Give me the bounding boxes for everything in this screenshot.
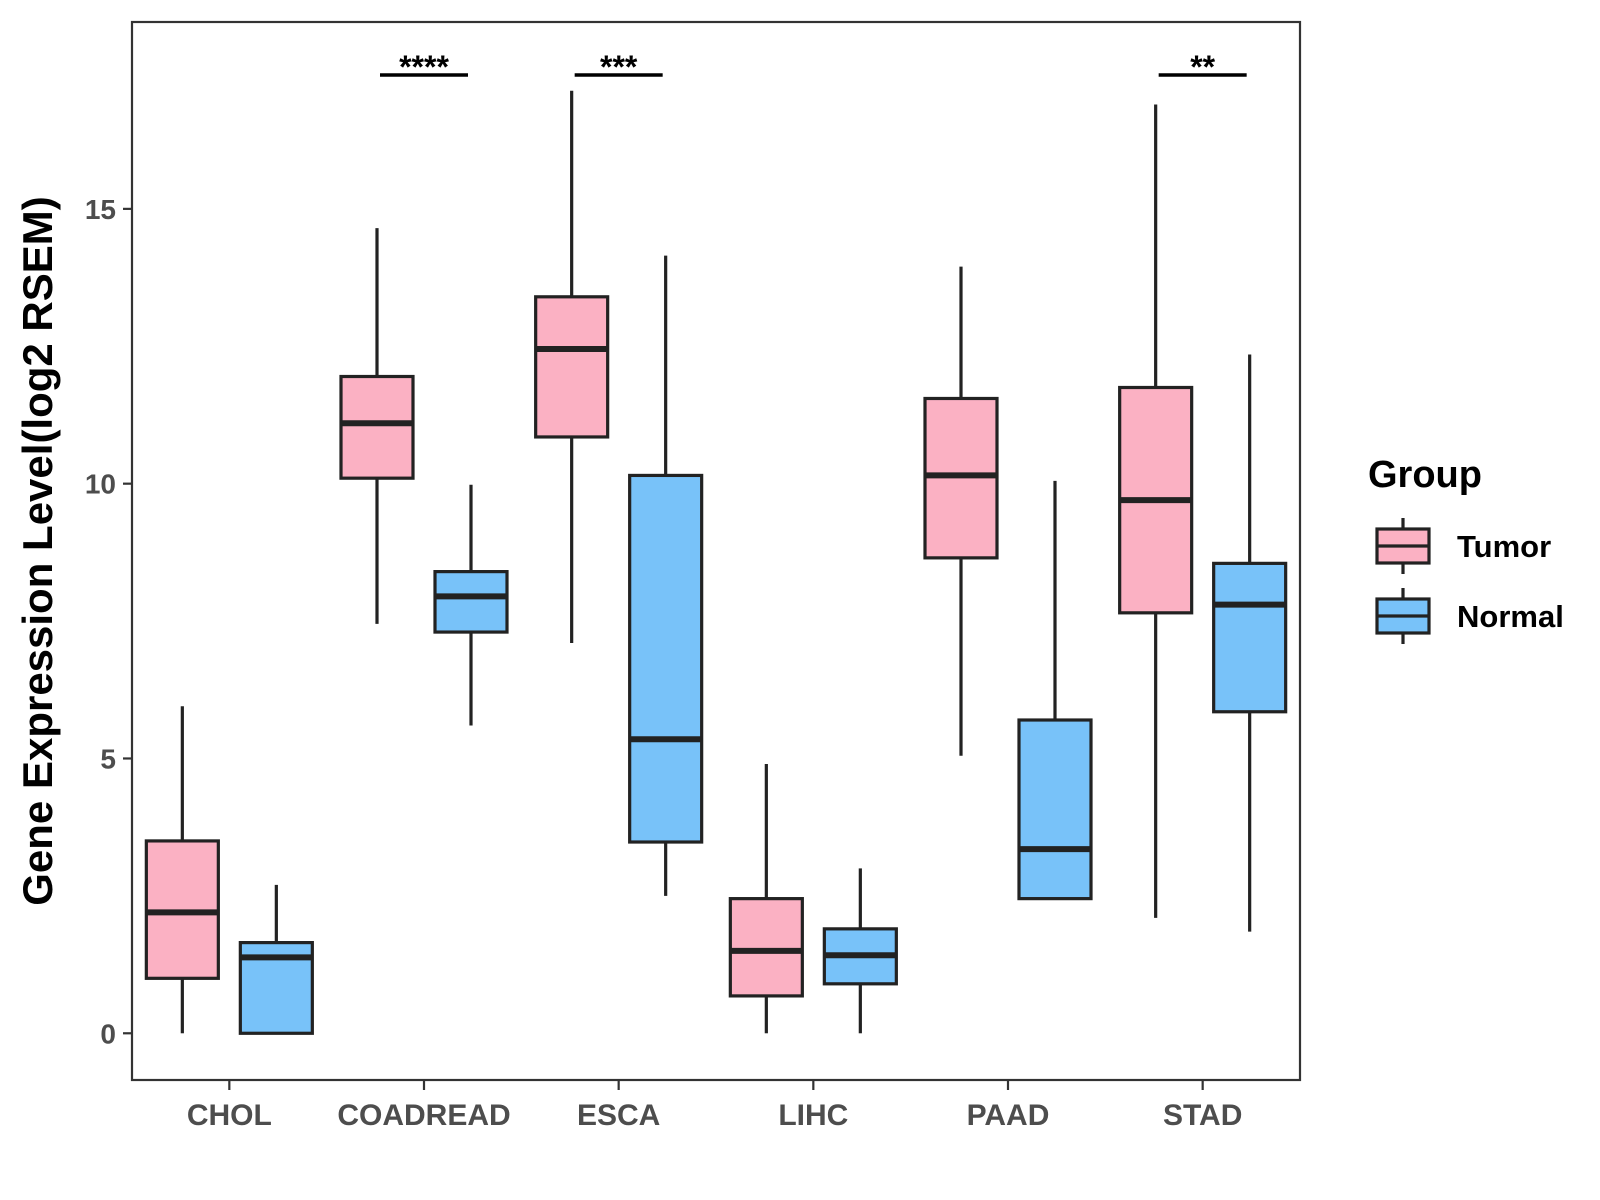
box-normal-stad — [1212, 354, 1288, 932]
x-tick-label: STAD — [1163, 1099, 1242, 1132]
box-tumor-paad — [923, 266, 999, 756]
legend-item-tumor: Tumor — [1375, 518, 1551, 574]
box-body — [628, 473, 704, 844]
box-series — [144, 90, 1288, 1035]
box-body — [728, 897, 804, 998]
significance-label: **** — [399, 49, 449, 85]
box-tumor-esca — [534, 90, 610, 644]
y-tick-label: 15 — [85, 194, 116, 225]
box-normal-paad — [1017, 480, 1093, 901]
x-tick-label: ESCA — [577, 1099, 660, 1132]
legend-label: Tumor — [1457, 529, 1551, 564]
x-tick-label: LIHC — [778, 1099, 848, 1132]
box-tumor-stad — [1118, 104, 1194, 918]
significance-annotations: **** *** ** — [380, 49, 1247, 85]
legend-label: Normal — [1457, 599, 1564, 634]
box-tumor-coadread — [339, 228, 415, 624]
x-tick-label: PAAD — [967, 1099, 1050, 1132]
plot-panel — [130, 20, 1302, 1082]
x-tick-label: CHOL — [187, 1099, 272, 1132]
box-body — [433, 570, 509, 634]
legend: Group Tumor Normal — [1368, 454, 1564, 644]
box-normal-lihc — [822, 868, 898, 1034]
y-tick-label: 5 — [100, 743, 116, 774]
x-tick-label: COADREAD — [337, 1099, 510, 1132]
y-axis-title: Gene Expression Level(log2 RSEM) — [14, 196, 61, 906]
box-body — [1017, 718, 1093, 901]
y-tick-label: 0 — [100, 1018, 116, 1049]
legend-title: Group — [1368, 454, 1482, 496]
legend-item-normal: Normal — [1375, 588, 1564, 644]
box-normal-esca — [628, 255, 704, 896]
box-tumor-chol — [144, 706, 220, 1034]
significance-label: *** — [600, 49, 638, 85]
box-tumor-lihc — [728, 763, 804, 1034]
box-body — [534, 295, 610, 439]
box-body — [1212, 561, 1288, 714]
significance-label: ** — [1190, 49, 1215, 85]
box-body — [339, 374, 415, 480]
y-tick-label: 10 — [85, 469, 116, 500]
box-normal-chol — [238, 884, 314, 1035]
y-axis: 0 5 10 15 — [85, 194, 132, 1049]
box-normal-coadread — [433, 484, 509, 726]
x-axis: CHOL COADREAD ESCA LIHC PAAD STAD — [187, 1080, 1242, 1132]
